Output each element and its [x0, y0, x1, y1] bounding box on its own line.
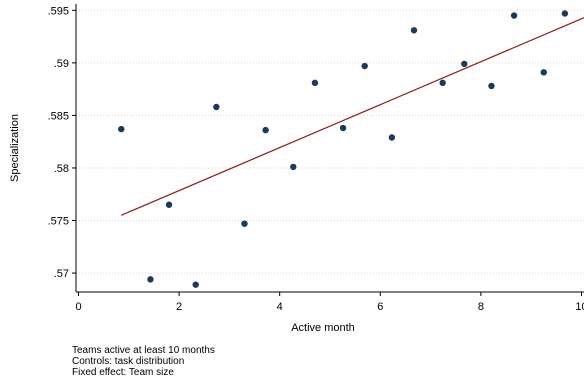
data-point [540, 69, 547, 76]
y-axis-label: Specialization [9, 114, 21, 182]
data-point [510, 12, 518, 19]
y-tick-label: .58 [54, 163, 69, 175]
x-tick-label: 4 [277, 301, 283, 313]
x-tick-label: 6 [377, 301, 383, 313]
x-tick-label: 0 [75, 301, 81, 313]
data-point [410, 27, 418, 34]
data-point [361, 62, 368, 70]
y-tick-label: .59 [54, 58, 69, 70]
x-axis-ticks: 0 2 4 6 8 10 [75, 292, 584, 313]
data-point [461, 60, 468, 68]
y-tick-label: .57 [54, 268, 69, 280]
data-point [488, 82, 495, 90]
data-point [241, 220, 248, 227]
x-tick-label: 8 [478, 301, 484, 313]
data-point [439, 79, 446, 87]
note-line: Fixed effect: Team size [72, 367, 174, 378]
scatter-plot: 0 2 4 6 8 10 .57 .575 .58 .585 .59 .595 Active mon… [9, 4, 584, 334]
y-tick-label: .575 [48, 216, 69, 228]
data-point [561, 10, 569, 17]
x-axis-label: Active month [291, 322, 355, 334]
data-point [165, 201, 173, 208]
chart-notes: Teams active at least 10 months Controls… [72, 345, 215, 378]
data-point [311, 79, 319, 87]
data-point [213, 103, 220, 111]
note-line: Controls: task distribution [72, 356, 185, 367]
grid-lines [76, 9, 584, 274]
data-point [192, 281, 199, 288]
data-point [147, 276, 154, 283]
fit-line [121, 17, 584, 216]
data-point [262, 126, 269, 134]
data-point [290, 163, 297, 171]
x-tick-label: 10 [575, 301, 584, 313]
y-tick-label: .585 [48, 110, 69, 122]
y-tick-label: .595 [48, 5, 69, 17]
note-line: Teams active at least 10 months [72, 345, 215, 356]
data-point [388, 134, 396, 141]
data-point [339, 124, 347, 132]
data-point [118, 125, 125, 133]
data-points [118, 10, 569, 288]
y-axis-ticks: .57 .575 .58 .585 .59 .595 [48, 5, 76, 280]
x-tick-label: 2 [176, 301, 182, 313]
